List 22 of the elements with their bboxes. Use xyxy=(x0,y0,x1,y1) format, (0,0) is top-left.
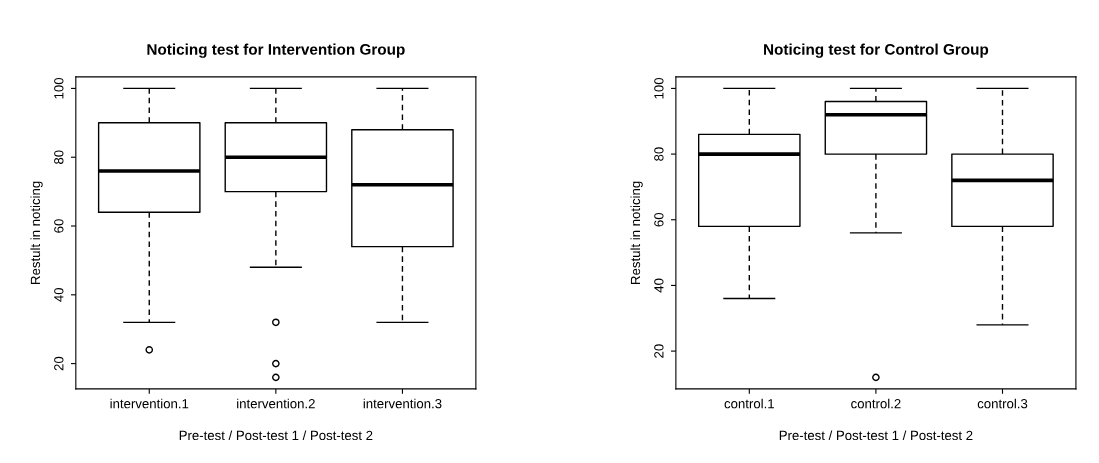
x-axis-title: Pre-test / Post-test 1 / Post-test 2 xyxy=(179,430,373,441)
x-tick-label: control.2 xyxy=(851,398,901,409)
y-tick-label: 20 xyxy=(54,356,64,371)
x-tick-label: control.1 xyxy=(724,398,774,409)
y-tick-label: 100 xyxy=(654,77,664,99)
y-axis-title: Restult in noticing xyxy=(630,181,643,284)
y-axis-title: Restult in noticing xyxy=(30,181,43,284)
x-tick-label: intervention.1 xyxy=(110,398,189,409)
x-tick-label: intervention.3 xyxy=(363,398,442,409)
y-tick-label: 60 xyxy=(54,219,64,233)
y-tick-label: 100 xyxy=(54,77,64,99)
y-tick-label: 20 xyxy=(654,344,664,358)
chart-title: Noticing test for Control Group xyxy=(764,43,989,58)
chart-title: Noticing test for Intervention Group xyxy=(147,43,405,58)
x-tick-label: intervention.2 xyxy=(237,398,315,409)
x-axis-title: Pre-test / Post-test 1 / Post-test 2 xyxy=(779,430,973,441)
y-tick-label: 80 xyxy=(54,150,64,164)
y-tick-label: 40 xyxy=(654,278,664,293)
y-tick-label: 40 xyxy=(54,287,64,302)
x-tick-label: control.3 xyxy=(977,398,1028,409)
y-tick-label: 80 xyxy=(654,147,664,161)
y-tick-label: 60 xyxy=(654,212,664,227)
